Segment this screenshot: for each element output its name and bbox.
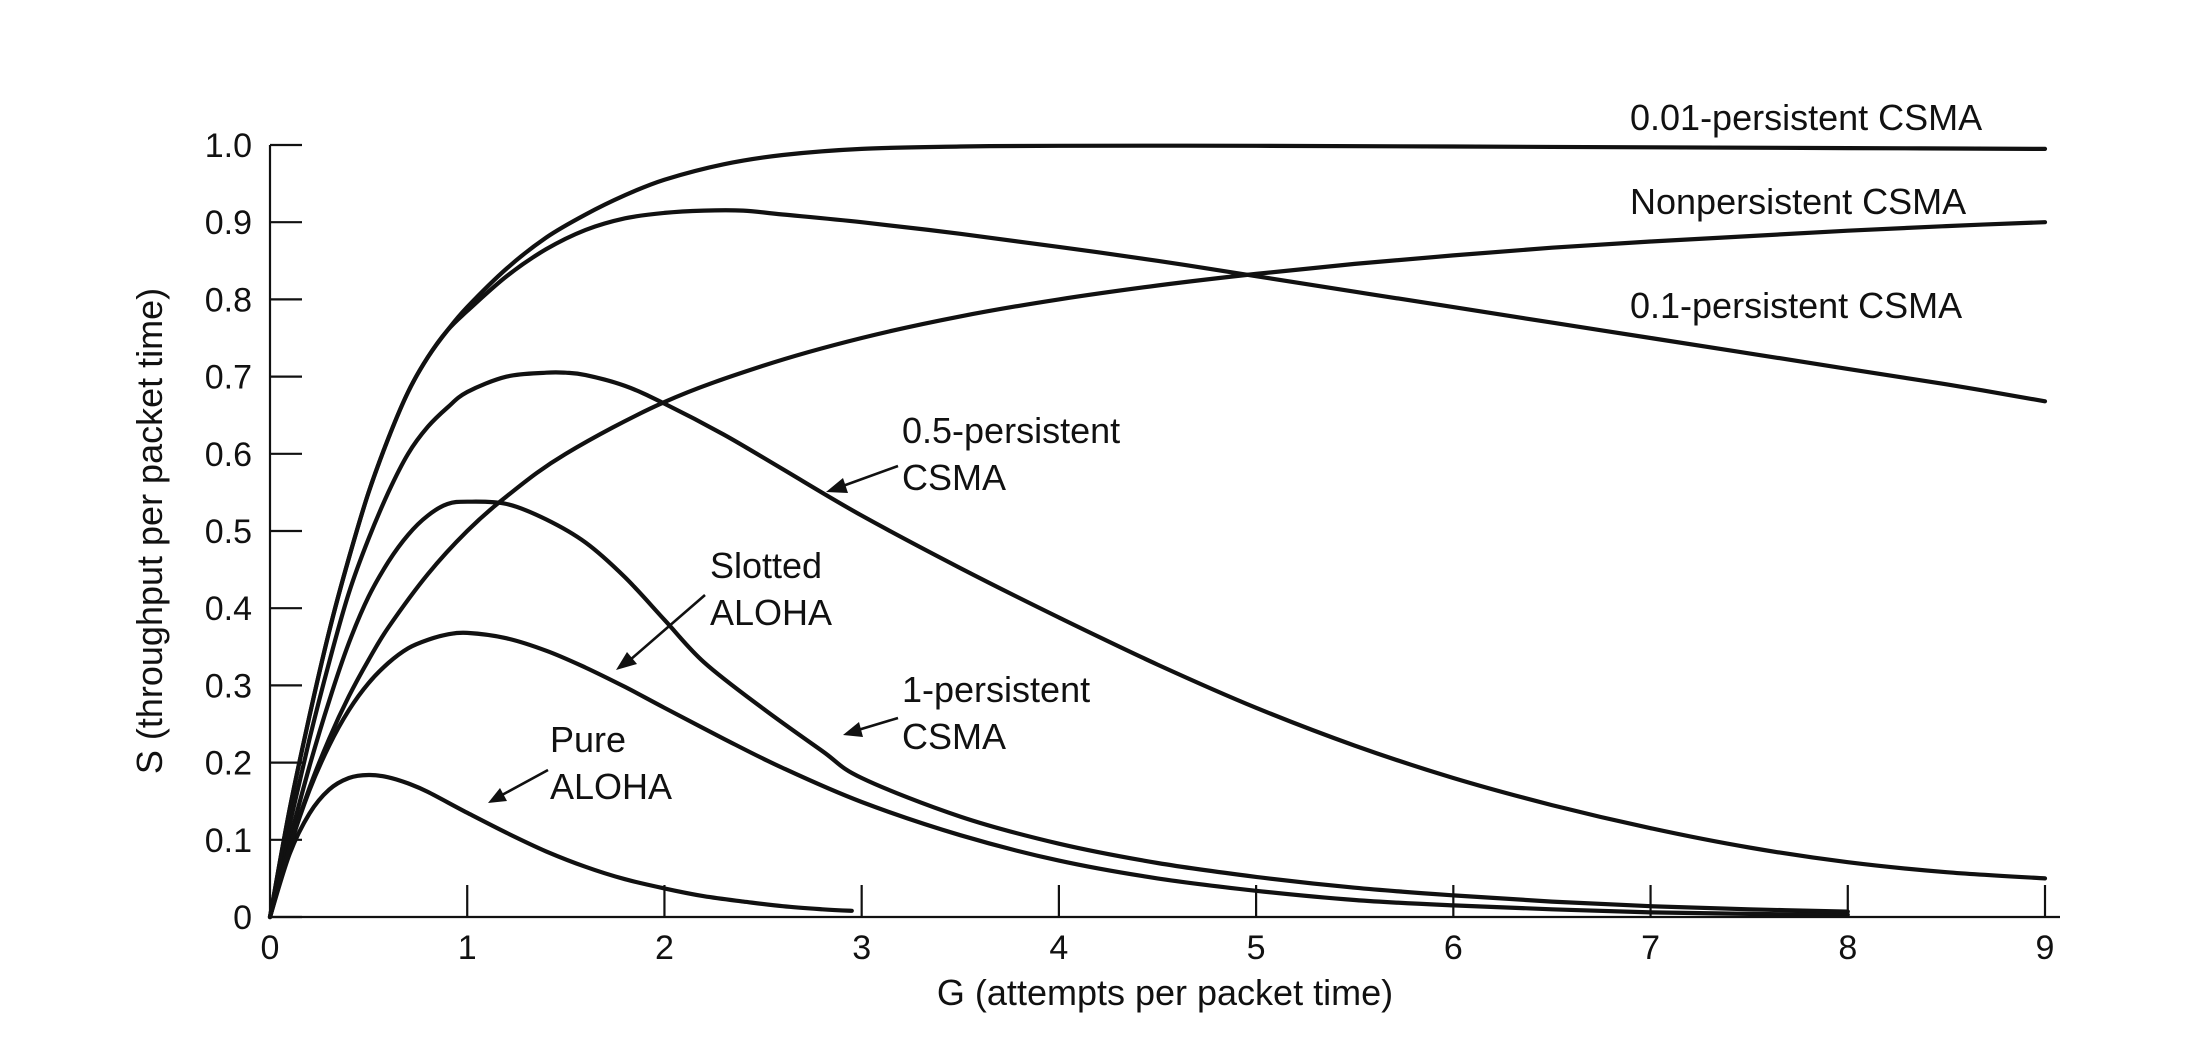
x-tick-label: 1 [458, 929, 477, 967]
arrow-1-persistent-head [843, 722, 863, 737]
y-tick-label: 0.6 [205, 436, 252, 474]
label-nonpersistent: Nonpersistent CSMA [1630, 181, 1966, 222]
y-tick-label: 0.2 [205, 745, 252, 783]
y-tick-label: 0.4 [205, 590, 252, 628]
y-tick-label: 0.5 [205, 513, 252, 551]
plot-curves [267, 143, 2048, 920]
y-tick-label: 0.8 [205, 281, 252, 319]
x-tick-label: 6 [1444, 929, 1463, 967]
label-1-persistent-line1: 1-persistent [902, 669, 1090, 710]
arrow-1-persistent-shaft [857, 716, 899, 732]
label-1-persistent-line2: CSMA [902, 716, 1006, 757]
series-labels: 0.01-persistent CSMA Nonpersistent CSMA … [550, 97, 1982, 807]
label-pure-aloha-line1: Pure [550, 719, 626, 760]
curve-nonpersistent [267, 220, 2048, 920]
arrow-slotted-aloha-shaft [629, 594, 706, 661]
curve-0.5-persistent [267, 370, 2048, 920]
arrow-pure-aloha-shaft [501, 768, 549, 797]
label-slotted-aloha-line2: ALOHA [710, 592, 832, 633]
y-axis-title: S (throughput per packet time) [129, 288, 170, 774]
y-tick-label: 0.3 [205, 667, 252, 705]
x-axis-title: G (attempts per packet time) [937, 972, 1393, 1013]
y-tick-label: 1.0 [205, 127, 252, 165]
x-tick-label: 5 [1247, 929, 1266, 967]
x-tick-label: 7 [1641, 929, 1660, 967]
label-0.5-persistent-line2: CSMA [902, 457, 1006, 498]
x-tick-label: 2 [655, 929, 674, 967]
curve-pure-aloha [267, 772, 854, 920]
x-tick-label: 3 [852, 929, 871, 967]
arrow-pure-aloha-head [488, 788, 507, 803]
x-tick-label: 4 [1049, 929, 1068, 967]
curve-1-persistent [267, 499, 1850, 920]
label-slotted-aloha-line1: Slotted [710, 545, 822, 586]
arrow-slotted-aloha-head [616, 652, 637, 670]
arrow-0.5-persistent-head [826, 478, 848, 493]
x-tick-label: 8 [1838, 929, 1857, 967]
x-tick-label: 9 [2036, 929, 2055, 967]
y-tick-label: 0.1 [205, 822, 252, 860]
x-tick-label: 0 [261, 929, 280, 967]
curve-slotted-aloha [267, 630, 1850, 920]
x-axis-ticks: 0 1 2 3 4 5 6 7 8 9 [261, 885, 2055, 967]
y-axis-ticks: 0 0.1 0.2 0.3 0.4 0.5 0.6 0.7 0.8 0.9 1.0 [205, 127, 302, 937]
y-tick-label: 0.9 [205, 204, 252, 242]
label-arrows [488, 464, 899, 803]
label-0.5-persistent-line1: 0.5-persistent [902, 410, 1120, 451]
curve-0.01-persistent [267, 143, 2048, 920]
y-tick-label: 0 [233, 899, 252, 937]
y-tick-label: 0.7 [205, 359, 252, 397]
label-pure-aloha-line2: ALOHA [550, 766, 672, 807]
arrow-0.5-persistent-shaft [839, 464, 899, 489]
label-0.1-persistent: 0.1-persistent CSMA [1630, 285, 1962, 326]
label-0.01-persistent: 0.01-persistent CSMA [1630, 97, 1982, 138]
